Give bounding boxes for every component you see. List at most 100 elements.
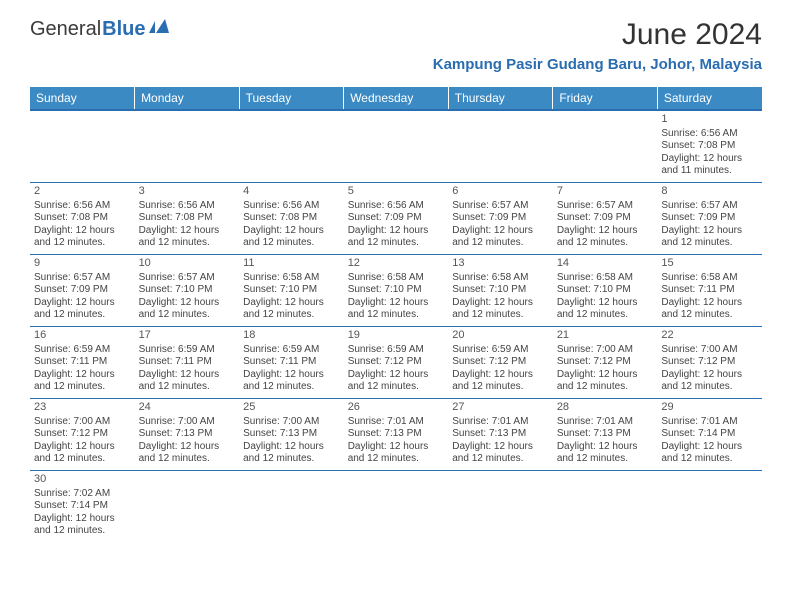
day-header: Friday	[553, 87, 658, 110]
calendar-day-cell: 13Sunrise: 6:58 AMSunset: 7:10 PMDayligh…	[448, 254, 553, 326]
sunset-line: Sunset: 7:13 PM	[348, 428, 422, 439]
calendar-week-row: 9Sunrise: 6:57 AMSunset: 7:09 PMDaylight…	[30, 254, 762, 326]
day-number: 13	[452, 257, 549, 271]
sunset-line: Sunset: 7:09 PM	[452, 212, 526, 223]
calendar-day-cell: 12Sunrise: 6:58 AMSunset: 7:10 PMDayligh…	[344, 254, 449, 326]
sunrise-line: Sunrise: 6:58 AM	[661, 272, 737, 283]
calendar-empty-cell	[553, 110, 658, 182]
day-number: 14	[557, 257, 654, 271]
daylight-line: Daylight: 12 hours and 12 minutes.	[557, 369, 638, 393]
sunrise-line: Sunrise: 6:56 AM	[243, 200, 319, 211]
daylight-line: Daylight: 12 hours and 12 minutes.	[139, 369, 220, 393]
sunset-line: Sunset: 7:11 PM	[139, 356, 212, 367]
sunset-line: Sunset: 7:09 PM	[348, 212, 422, 223]
daylight-line: Daylight: 12 hours and 12 minutes.	[348, 369, 429, 393]
calendar-empty-cell	[239, 470, 344, 542]
calendar-week-row: 30Sunrise: 7:02 AMSunset: 7:14 PMDayligh…	[30, 470, 762, 542]
sunrise-line: Sunrise: 7:02 AM	[34, 488, 110, 499]
calendar-day-cell: 2Sunrise: 6:56 AMSunset: 7:08 PMDaylight…	[30, 182, 135, 254]
sunrise-line: Sunrise: 6:57 AM	[452, 200, 528, 211]
calendar-day-cell: 30Sunrise: 7:02 AMSunset: 7:14 PMDayligh…	[30, 470, 135, 542]
sunrise-line: Sunrise: 6:58 AM	[348, 272, 424, 283]
sunrise-line: Sunrise: 6:56 AM	[34, 200, 110, 211]
calendar-day-cell: 3Sunrise: 6:56 AMSunset: 7:08 PMDaylight…	[135, 182, 240, 254]
day-number: 11	[243, 257, 340, 271]
calendar-day-cell: 25Sunrise: 7:00 AMSunset: 7:13 PMDayligh…	[239, 398, 344, 470]
daylight-line: Daylight: 12 hours and 12 minutes.	[139, 441, 220, 465]
day-number: 5	[348, 185, 445, 199]
day-number: 23	[34, 401, 131, 415]
sunset-line: Sunset: 7:10 PM	[557, 284, 631, 295]
sunrise-line: Sunrise: 6:59 AM	[348, 344, 424, 355]
daylight-line: Daylight: 12 hours and 12 minutes.	[34, 297, 115, 321]
calendar-head: SundayMondayTuesdayWednesdayThursdayFrid…	[30, 87, 762, 110]
calendar-day-cell: 6Sunrise: 6:57 AMSunset: 7:09 PMDaylight…	[448, 182, 553, 254]
sunset-line: Sunset: 7:09 PM	[557, 212, 631, 223]
day-number: 28	[557, 401, 654, 415]
daylight-line: Daylight: 12 hours and 12 minutes.	[34, 369, 115, 393]
sunrise-line: Sunrise: 6:59 AM	[243, 344, 319, 355]
sunrise-line: Sunrise: 7:00 AM	[139, 416, 215, 427]
day-number: 6	[452, 185, 549, 199]
sunset-line: Sunset: 7:10 PM	[243, 284, 317, 295]
daylight-line: Daylight: 12 hours and 12 minutes.	[348, 225, 429, 249]
day-number: 29	[661, 401, 758, 415]
sunset-line: Sunset: 7:13 PM	[557, 428, 631, 439]
sunrise-line: Sunrise: 6:59 AM	[452, 344, 528, 355]
calendar-day-cell: 4Sunrise: 6:56 AMSunset: 7:08 PMDaylight…	[239, 182, 344, 254]
daylight-line: Daylight: 12 hours and 12 minutes.	[452, 369, 533, 393]
day-number: 10	[139, 257, 236, 271]
sunrise-line: Sunrise: 7:00 AM	[34, 416, 110, 427]
calendar-empty-cell	[448, 110, 553, 182]
sunset-line: Sunset: 7:09 PM	[34, 284, 108, 295]
daylight-line: Daylight: 12 hours and 12 minutes.	[557, 297, 638, 321]
day-header: Thursday	[448, 87, 553, 110]
logo: General Blue	[30, 18, 171, 41]
daylight-line: Daylight: 12 hours and 12 minutes.	[139, 225, 220, 249]
calendar-empty-cell	[448, 470, 553, 542]
sunrise-line: Sunrise: 6:58 AM	[452, 272, 528, 283]
calendar-empty-cell	[135, 470, 240, 542]
day-number: 18	[243, 329, 340, 343]
page-title: June 2024	[433, 18, 762, 52]
day-number: 8	[661, 185, 758, 199]
sunrise-line: Sunrise: 7:01 AM	[348, 416, 424, 427]
daylight-line: Daylight: 12 hours and 12 minutes.	[139, 297, 220, 321]
calendar-day-cell: 29Sunrise: 7:01 AMSunset: 7:14 PMDayligh…	[657, 398, 762, 470]
calendar-week-row: 16Sunrise: 6:59 AMSunset: 7:11 PMDayligh…	[30, 326, 762, 398]
calendar-day-cell: 14Sunrise: 6:58 AMSunset: 7:10 PMDayligh…	[553, 254, 658, 326]
day-number: 26	[348, 401, 445, 415]
day-header: Sunday	[30, 87, 135, 110]
logo-text-general: General	[30, 18, 101, 41]
calendar-day-cell: 18Sunrise: 6:59 AMSunset: 7:11 PMDayligh…	[239, 326, 344, 398]
calendar-day-cell: 17Sunrise: 6:59 AMSunset: 7:11 PMDayligh…	[135, 326, 240, 398]
day-header: Tuesday	[239, 87, 344, 110]
sunrise-line: Sunrise: 7:01 AM	[557, 416, 633, 427]
day-number: 24	[139, 401, 236, 415]
calendar-empty-cell	[657, 470, 762, 542]
calendar-day-cell: 11Sunrise: 6:58 AMSunset: 7:10 PMDayligh…	[239, 254, 344, 326]
day-number: 22	[661, 329, 758, 343]
daylight-line: Daylight: 12 hours and 12 minutes.	[661, 297, 742, 321]
calendar-week-row: 23Sunrise: 7:00 AMSunset: 7:12 PMDayligh…	[30, 398, 762, 470]
daylight-line: Daylight: 12 hours and 12 minutes.	[34, 513, 115, 537]
location-subtitle: Kampung Pasir Gudang Baru, Johor, Malays…	[433, 56, 762, 73]
sunset-line: Sunset: 7:10 PM	[139, 284, 213, 295]
sunrise-line: Sunrise: 6:59 AM	[139, 344, 215, 355]
day-number: 1	[661, 113, 758, 127]
calendar-day-cell: 26Sunrise: 7:01 AMSunset: 7:13 PMDayligh…	[344, 398, 449, 470]
daylight-line: Daylight: 12 hours and 12 minutes.	[661, 369, 742, 393]
sunset-line: Sunset: 7:08 PM	[661, 140, 735, 151]
sunset-line: Sunset: 7:12 PM	[557, 356, 631, 367]
calendar-body: 1 Sunrise: 6:56 AM Sunset: 7:08 PM Daylight…	[30, 110, 762, 542]
sunrise-line: Sunrise: 6:57 AM	[139, 272, 215, 283]
calendar-day-cell: 27Sunrise: 7:01 AMSunset: 7:13 PMDayligh…	[448, 398, 553, 470]
calendar-day-cell: 24Sunrise: 7:00 AMSunset: 7:13 PMDayligh…	[135, 398, 240, 470]
calendar-day-cell: 15Sunrise: 6:58 AMSunset: 7:11 PMDayligh…	[657, 254, 762, 326]
calendar-table: SundayMondayTuesdayWednesdayThursdayFrid…	[30, 87, 762, 542]
sunset-line: Sunset: 7:11 PM	[243, 356, 316, 367]
sunset-line: Sunset: 7:14 PM	[34, 500, 108, 511]
day-header: Saturday	[657, 87, 762, 110]
logo-text-blue: Blue	[102, 18, 145, 41]
day-header: Wednesday	[344, 87, 449, 110]
